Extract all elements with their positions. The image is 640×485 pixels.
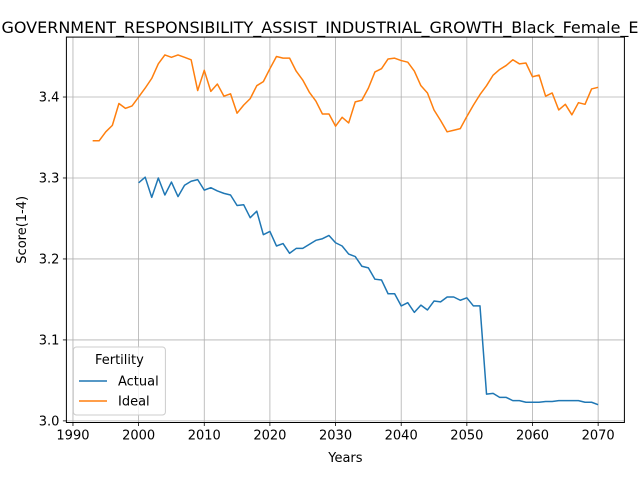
series-line-ideal (92, 54, 599, 142)
x-tick-label: 2030 (319, 429, 352, 444)
axis-ticks: 1990 2000 2010 2020 2030 2040 2050 2060 2070 3.0 3… (39, 91, 615, 444)
gridlines (66, 37, 625, 423)
plot-frame (65, 36, 625, 423)
x-tick-label: 2040 (385, 429, 418, 444)
x-tick-label: 2020 (253, 429, 286, 444)
x-axis-label: Years (327, 451, 363, 466)
x-tick-label: 2060 (516, 429, 549, 444)
legend-title: Fertility (95, 353, 144, 368)
x-tick-label: 2070 (582, 429, 615, 444)
series-lines (92, 54, 599, 406)
y-tick-label: 3.2 (39, 252, 60, 267)
x-tick-label: 2000 (122, 429, 155, 444)
y-tick-label: 3.1 (39, 333, 60, 348)
legend-frame (72, 346, 166, 416)
x-tick-label: 2010 (188, 429, 221, 444)
x-tick-label: 2050 (450, 429, 483, 444)
x-tick-label: 1990 (56, 429, 89, 444)
chart-title: GOVERNMENT_RESPONSIBILITY_ASSIST_INDUSTR… (1, 18, 638, 38)
y-tick-label: 3.3 (39, 171, 60, 186)
legend-label-ideal: Ideal (118, 395, 150, 410)
y-axis-label: Score(1-4) (15, 196, 30, 264)
legend: Fertility Actual Ideal (72, 346, 166, 416)
y-tick-label: 3.0 (39, 414, 60, 429)
series-line-actual (138, 176, 599, 406)
legend-label-actual: Actual (118, 375, 159, 390)
y-tick-label: 3.4 (39, 91, 60, 106)
